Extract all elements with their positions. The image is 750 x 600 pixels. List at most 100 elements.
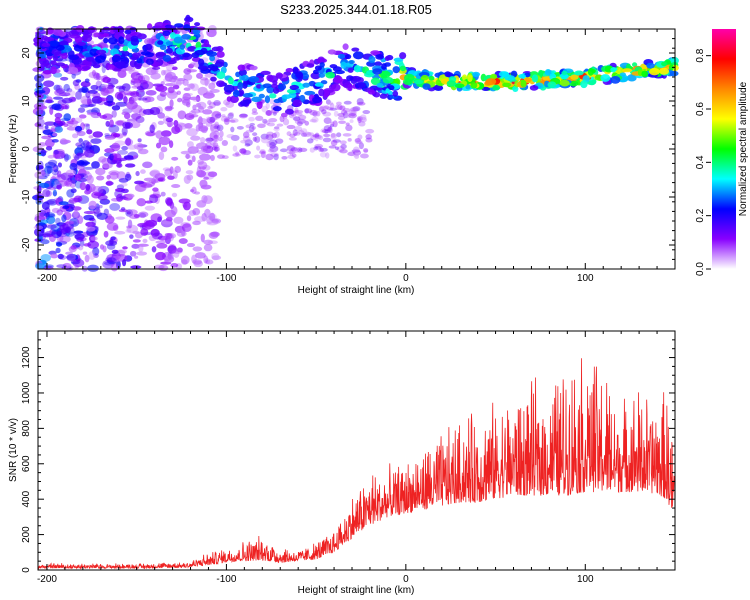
spectrogram-ridge-blob [174,23,184,28]
spectrogram-ridge-blob [210,66,219,71]
spectrogram-noise-blob [336,146,345,152]
spectrogram-ridge-blob [265,110,272,116]
spectrogram-noise-blob [176,90,182,96]
spectrogram-noise-blob [148,194,159,204]
spectrogram-noise-blob [206,221,218,226]
spectrogram-ridge-blob [181,52,191,58]
spectrogram-noise-blob [83,149,95,158]
spectrogram-ridge-blob [264,95,271,104]
spectrogram-noise-blob [146,38,157,44]
spectrogram-noise-blob [80,142,86,148]
spectrogram-noise-blob [69,179,77,188]
spectrogram-noise-blob [91,69,96,77]
spectrogram-noise-blob [228,112,234,117]
spectrogram-noise-blob [131,96,139,101]
spectrogram-noise-blob [134,255,139,259]
spectrogram-noise-blob [51,103,62,111]
spectrogram-noise-blob [328,145,337,149]
spectrogram-noise-blob [213,136,219,143]
spectrogram-ridge-blob [372,68,383,75]
spectrogram-noise-blob [356,116,363,122]
spectrogram-noise-blob [206,137,215,142]
spectrogram-ridge-blob [314,82,324,87]
spectrogram-noise-blob [336,132,342,138]
spectrogram-ridge-blob [348,60,355,65]
spectrogram-noise-blob [34,74,45,83]
spectrogram-noise-blob [34,227,45,237]
spectrogram-noise-blob [158,136,171,146]
spectrogram-noise-blob [254,136,261,143]
spectrogram-ridge-blob [661,61,668,67]
spectrogram-ridge-blob [93,32,100,38]
spectrogram-noise-blob [126,225,132,229]
spectrogram-noise-blob [356,98,364,105]
spectrogram-noise-blob [260,133,269,140]
spectrogram-noise-blob [306,132,314,136]
spectrogram-noise-blob [137,148,149,155]
spectrogram-ridge-blob [251,96,262,103]
spectrogram-noise-blob [266,141,272,148]
spectrogram-ridge-blob [327,49,337,55]
snr-panel: -200 -100 0 100 0 200 400 600 800 1000 1200 Heigh… [8,330,676,596]
spectrogram-noise-blob [51,207,60,214]
spectrogram-noise-blob [106,257,117,265]
spectrogram-ridge-blob [285,67,294,73]
spectrogram-noise-blob [214,113,222,119]
spectrogram-noise-blob [205,90,214,97]
spectrogram-noise-blob [297,147,303,153]
spectrogram-ridge-blob [472,71,481,77]
spectrogram-noise-blob [78,237,87,242]
spectrogram-noise-blob [322,133,329,137]
spectrogram-noise-blob [171,192,178,198]
spectrogram-noise-blob [100,87,109,96]
spectrogram-noise-blob [344,112,351,119]
spectrogram-ridge-blob [46,27,54,35]
spectrogram-noise-blob [162,167,171,172]
spectrogram-ridge-blob [381,63,387,70]
x-tick-label: -100 [216,273,236,284]
spectrogram-noise-blob [59,255,67,261]
spectrogram-ridge-blob [270,83,279,88]
spectrogram-noise-blob [274,126,280,130]
spectrogram-ridge-blob [130,38,140,46]
spectrogram-noise-blob [342,133,352,137]
spectrogram-noise-blob [323,125,332,132]
spectrogram-ridge-blob [111,55,121,63]
spectrogram-noise-blob [35,81,43,90]
spectrogram-noise-blob [221,155,229,160]
spectrogram-noise-blob [349,119,354,124]
spectrogram-ridge-blob [134,63,142,70]
spectrogram-noise-blob [66,254,79,261]
spectrogram-ridge-blob [306,63,315,68]
spectrogram-noise-blob [309,119,317,123]
spectrogram-noise-blob [226,133,235,139]
spectrogram-noise-blob [351,153,360,157]
spectrogram-ridge-blob [484,80,493,86]
spectrogram-noise-blob [163,77,172,83]
spectrogram-noise-blob [197,116,203,125]
spectrogram-noise-blob [73,156,80,160]
spectrogram-noise-blob [354,138,361,143]
spectrogram-ridge-blob [340,61,347,69]
y-tick-label: -20 [21,237,32,252]
spectrogram-ridge-blob [197,65,209,71]
spectrogram-noise-blob [259,150,267,155]
spectrogram-noise-blob [339,140,347,145]
spectrogram-ridge-blob [320,80,328,85]
spectrogram-noise-blob [95,80,103,88]
spectrogram-noise-blob [44,264,54,269]
spectrogram-ridge-blob [364,72,375,78]
spectrogram-ridge-blob [318,72,326,78]
spectrogram-ridge-blob [241,74,249,82]
spectrogram-noise-blob [152,66,161,70]
spectrogram-ridge-blob [273,98,281,104]
spectrogram-ridge-blob [668,64,675,71]
spectrogram-ridge-blob [118,36,125,45]
spectrogram-ridge-blob [382,76,394,84]
spectrogram-noise-blob [60,152,65,159]
x-tick-label: 100 [577,273,594,284]
spectrogram-noise-blob [177,110,187,120]
spectrogram-ridge-blob [376,82,384,88]
spectrogram-noise-blob [363,148,369,153]
colorbar-tick-label: 0.4 [695,155,706,169]
